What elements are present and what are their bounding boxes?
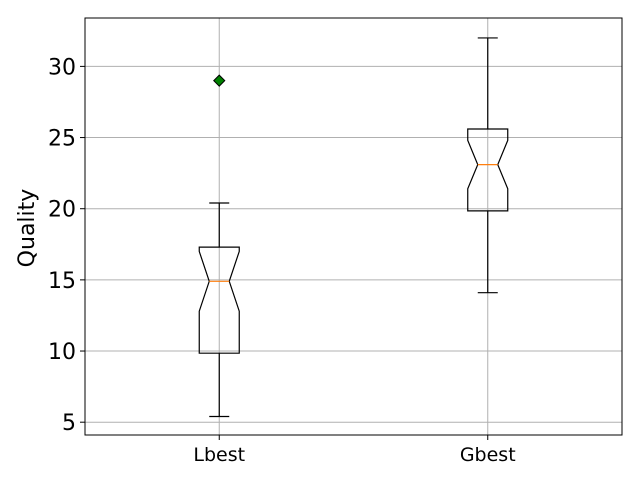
y-tick-label: 15 xyxy=(48,269,76,294)
box-layer xyxy=(198,37,509,418)
y-tick-label: 25 xyxy=(48,127,76,152)
x-tick-label: Gbest xyxy=(460,444,516,466)
y-tick-label: 30 xyxy=(48,55,76,80)
grid-layer xyxy=(85,18,622,435)
y-tick-label: 10 xyxy=(48,340,76,365)
y-axis-label: Quality xyxy=(15,189,40,268)
outlier-point xyxy=(213,74,226,87)
notched-box xyxy=(198,246,240,354)
y-tick-label: 20 xyxy=(48,198,76,223)
box-lbest xyxy=(198,74,240,418)
axes-frame xyxy=(84,17,623,436)
notched-box xyxy=(467,128,509,212)
box-gbest xyxy=(467,37,509,294)
x-tick-label: Lbest xyxy=(193,444,245,466)
tick-layer: 5 10 15 20 25 30 Lbest Gbest xyxy=(48,55,516,466)
y-tick-label: 5 xyxy=(62,411,76,436)
